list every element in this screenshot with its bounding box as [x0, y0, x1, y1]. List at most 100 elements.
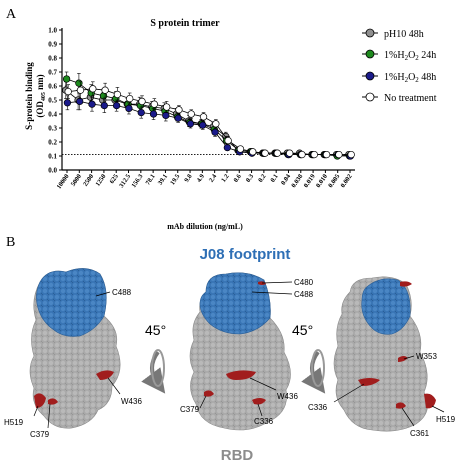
ylabel-od: (OD — [35, 101, 45, 118]
data-point — [212, 120, 220, 128]
y-tick-label: 0.6 — [48, 83, 57, 91]
label-c379-middle: C379 — [180, 405, 200, 414]
y-axis-label-line1: S-protein binding — [24, 62, 34, 130]
panel-a-label: A — [6, 7, 17, 22]
data-point — [162, 103, 171, 111]
legend-item-ph10: pH10 48h — [362, 28, 424, 40]
data-point — [224, 136, 232, 145]
rbd-structure-middle — [189, 272, 291, 431]
data-point — [261, 149, 269, 157]
legend-marker-h2o2-24h — [365, 49, 375, 59]
series-2 — [63, 92, 355, 160]
data-point — [199, 121, 207, 129]
label-c488-middle: C488 — [294, 290, 314, 299]
series-line — [67, 100, 351, 157]
ylabel-tail: nm) — [35, 74, 45, 92]
label-c379-left: C379 — [30, 430, 50, 439]
y-tick-label: 0.3 — [48, 125, 57, 133]
label-h519-left: H519 — [4, 418, 24, 427]
y-tick-label: 0.2 — [48, 139, 57, 147]
y-tick-label: 0.4 — [48, 111, 57, 119]
chart-title: S protein trimer — [150, 18, 220, 29]
y-tick-label: 1.0 — [48, 27, 57, 35]
rbd-label: RBD — [221, 447, 254, 464]
x-tick-label: 39.1 — [157, 173, 169, 186]
x-tick-label: 5000 — [70, 173, 83, 188]
data-point — [62, 75, 71, 83]
x-tick-label: 10000 — [56, 173, 71, 190]
rotation-arrow-right — [301, 349, 326, 394]
legend-label-no-treatment: No treatment — [384, 93, 437, 104]
y-ticks: 0.0 0.1 0.2 0.3 0.4 0.5 0.6 0.7 0.8 0.9 1.0 — [48, 27, 62, 175]
rbd-structure-left — [29, 268, 121, 429]
residue-w353-right — [398, 356, 408, 362]
data-point — [211, 128, 219, 136]
x-tick-label: 625 — [109, 173, 121, 186]
data-point — [174, 114, 182, 122]
data-point — [335, 150, 343, 159]
data-point — [162, 111, 170, 120]
rotation-label-right: 45° — [292, 322, 313, 338]
data-point — [63, 99, 72, 107]
x-tick-label: 156.3 — [130, 173, 145, 190]
legend-item-h2o2-48h: 1%H2O2 48h — [362, 71, 436, 84]
residue-c480-middle — [258, 281, 266, 285]
x-tick-label: 0.005 — [327, 173, 342, 190]
data-point — [100, 101, 108, 110]
x-tick-label: 0.038 — [290, 173, 305, 190]
y-tick-label: 0.1 — [48, 153, 57, 161]
y-tick-label: 0.7 — [48, 69, 57, 77]
data-point — [150, 100, 158, 108]
data-point — [310, 150, 318, 159]
residue-h519-right — [424, 393, 436, 409]
series-line — [65, 89, 349, 156]
label-w436-left: W436 — [121, 397, 142, 406]
data-point — [187, 110, 195, 118]
data-point — [101, 86, 109, 94]
panel-b-label: B — [6, 235, 15, 250]
series-1 — [62, 71, 354, 160]
data-point — [126, 94, 134, 103]
residue-h519-left — [34, 393, 46, 408]
y-tick-label: 0.5 — [48, 97, 57, 105]
data-point — [236, 145, 245, 153]
x-tick-label: 1.2 — [220, 173, 230, 184]
y-tick-label: 0.9 — [48, 41, 57, 49]
residue-c336-middle — [252, 398, 266, 405]
data-point — [286, 149, 294, 157]
x-tick-label: 4.9 — [196, 173, 207, 184]
legend-item-no-treatment: No treatment — [362, 92, 437, 104]
y-axis-label-line2: (OD405 nm) — [35, 74, 47, 117]
residue-w436-left — [96, 370, 114, 380]
data-point — [249, 148, 257, 156]
legend-label-ph10: pH10 48h — [384, 29, 424, 40]
legend-marker-ph10 — [365, 28, 375, 38]
residue-c361-right — [396, 402, 406, 409]
x-tick-label: 9.8 — [183, 173, 194, 184]
data-point — [175, 106, 183, 114]
ylabel-sub: 405 — [41, 92, 47, 101]
x-tick-label: 2.4 — [208, 173, 219, 184]
rotation-arrow-left — [141, 349, 166, 394]
data-point — [347, 150, 355, 159]
label-c488-left: C488 — [112, 288, 132, 297]
x-tick-label: 0.002 — [340, 173, 354, 189]
legend-item-h2o2-24h: 1%H2O2 24h — [362, 49, 436, 62]
residue-c379-middle — [204, 390, 214, 397]
label-c336-middle: C336 — [254, 417, 274, 426]
x-tick-label: 19.5 — [169, 173, 182, 187]
chart-series — [62, 71, 355, 160]
data-point — [298, 150, 306, 159]
rbd-structure-right — [333, 276, 436, 432]
data-point — [113, 90, 122, 99]
residue-w436-middle — [226, 370, 256, 380]
data-point — [75, 79, 83, 87]
data-point — [89, 85, 97, 93]
label-w436-middle: W436 — [277, 392, 298, 401]
footprint-title: J08 footprint — [200, 246, 291, 263]
residue-c480-right — [400, 281, 412, 287]
chart-axes — [61, 28, 355, 171]
